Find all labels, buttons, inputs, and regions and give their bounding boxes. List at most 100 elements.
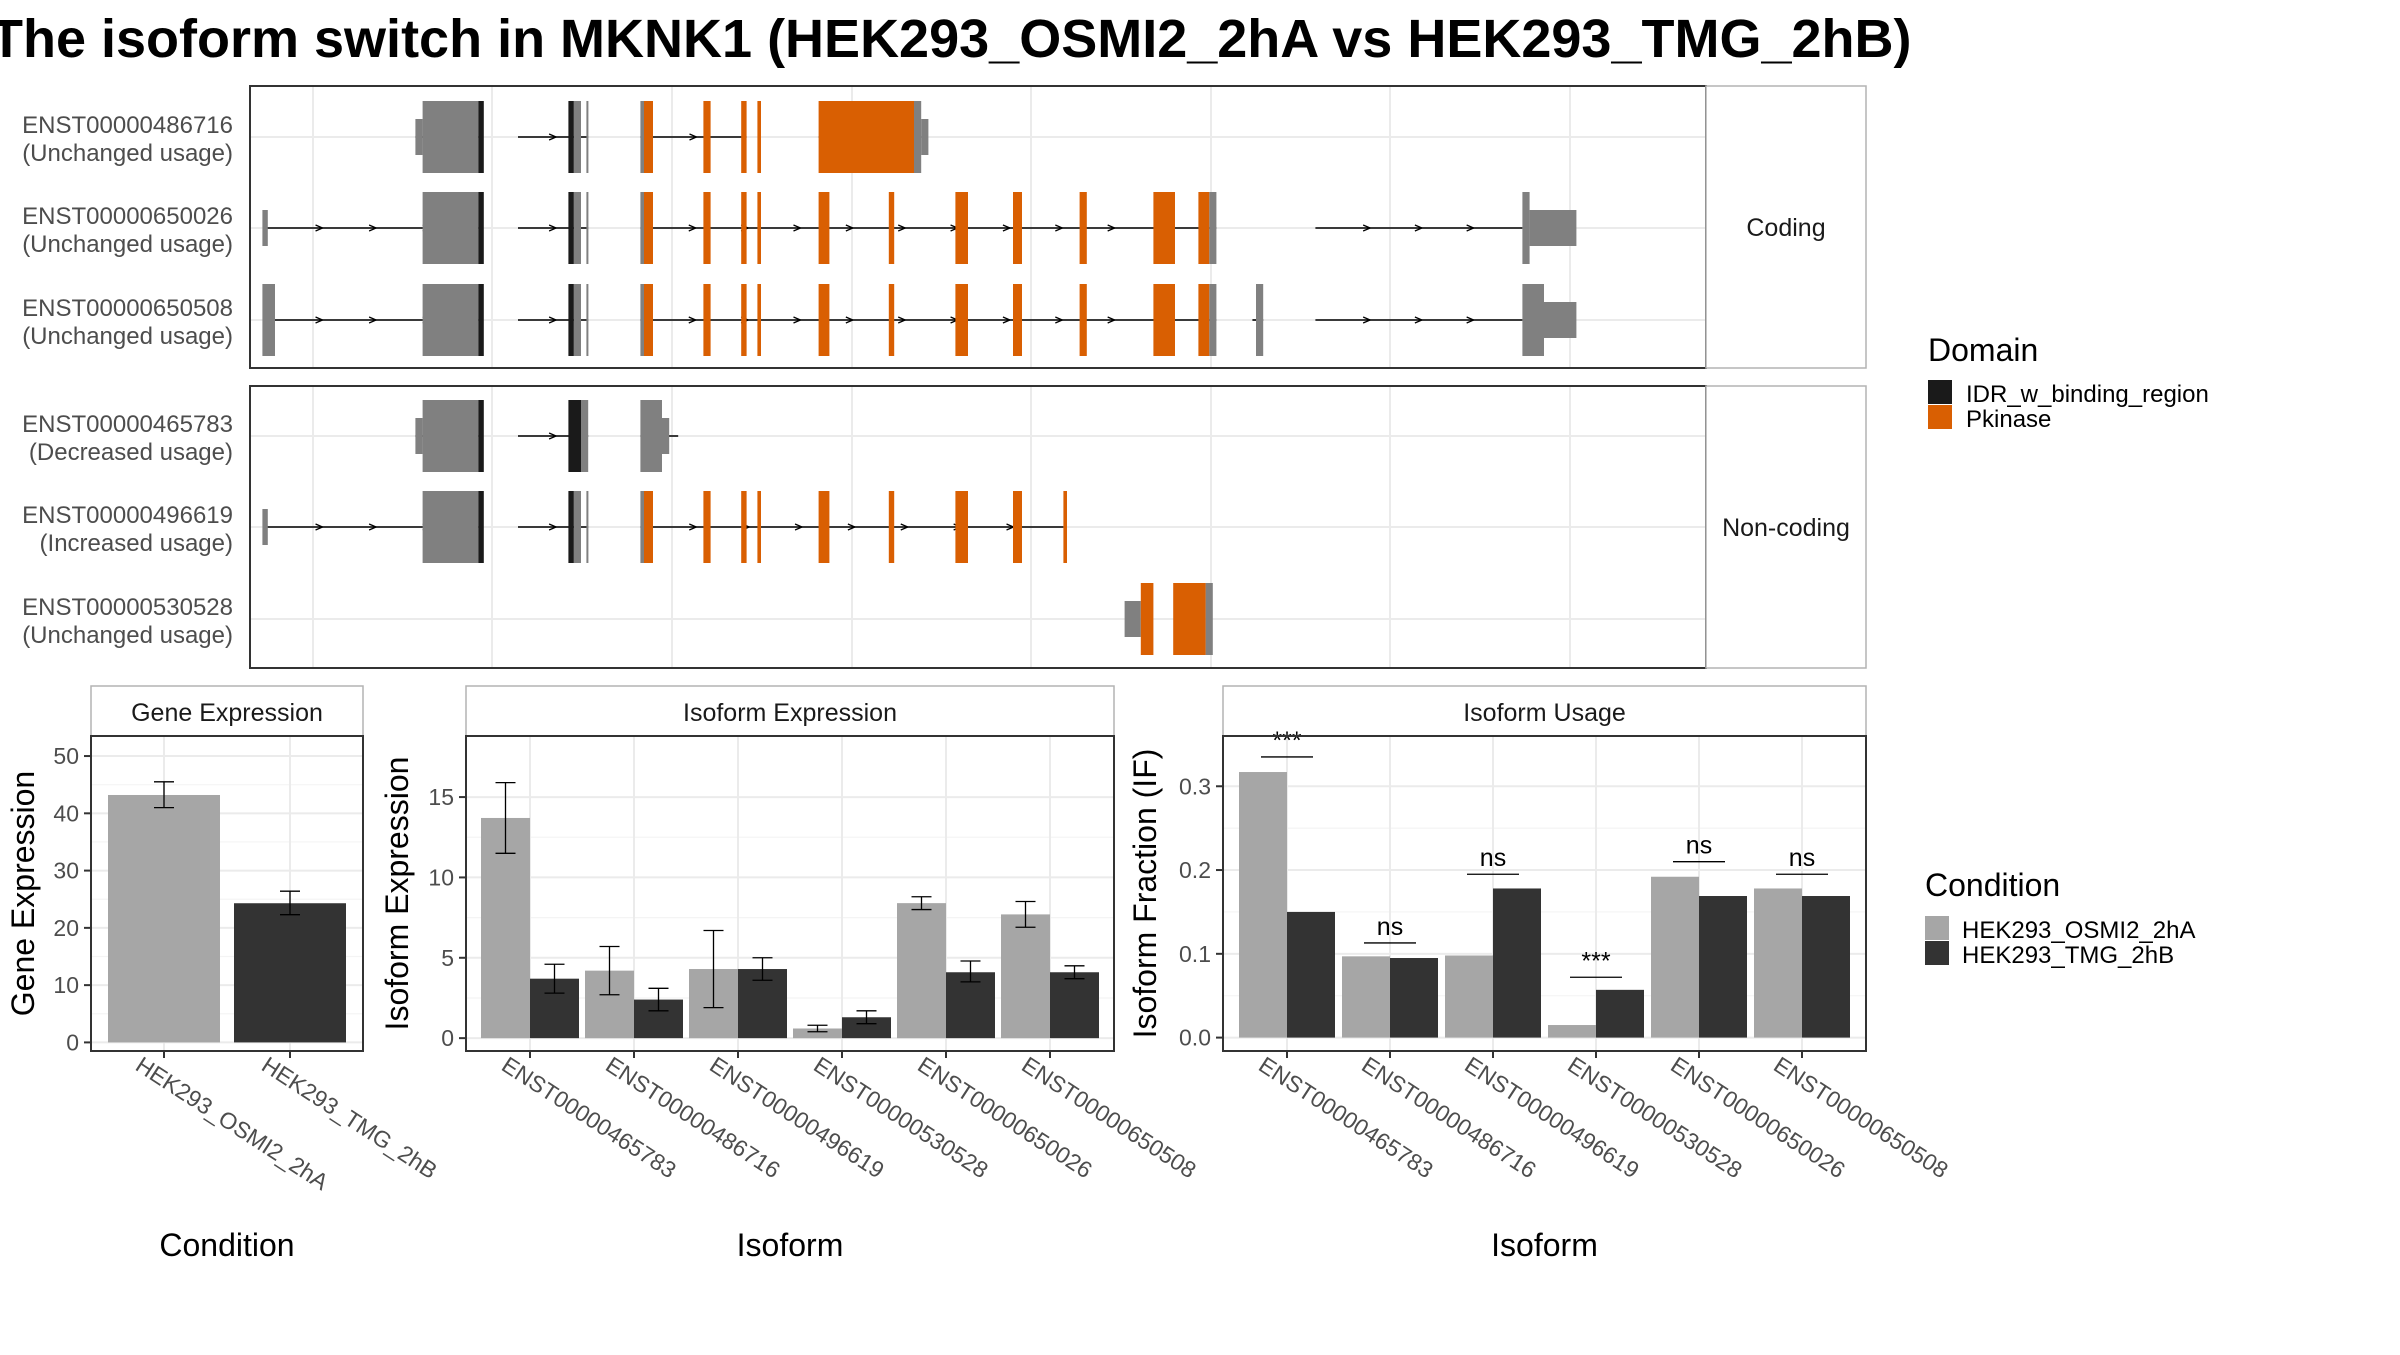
domain-legend-title: Domain xyxy=(1928,332,2038,368)
exon-utr-block xyxy=(586,101,589,173)
exon-utr-block xyxy=(415,418,423,454)
strand-arrow xyxy=(1414,224,1424,232)
strand-arrow xyxy=(847,523,857,531)
bar xyxy=(1596,989,1644,1038)
strand-arrow xyxy=(315,316,325,324)
strand-arrow xyxy=(1107,316,1117,324)
x-tick-label: ENST00000496619 xyxy=(1460,1051,1644,1183)
bar xyxy=(842,1017,891,1039)
bar xyxy=(1342,956,1390,1038)
bar xyxy=(1548,1025,1596,1038)
error-bar xyxy=(648,987,669,1012)
x-axis-title: Isoform xyxy=(737,1227,844,1263)
y-axis-title: Isoform Fraction (IF) xyxy=(1127,749,1163,1039)
pkinase-domain-block xyxy=(741,101,747,173)
pkinase-domain-block xyxy=(818,101,914,173)
strand-arrow xyxy=(688,316,698,324)
y-tick-label: 0.1 xyxy=(1179,941,1211,967)
legend-key-condition-a xyxy=(1925,916,1949,940)
exon-utr-block xyxy=(1209,192,1217,264)
condition-legend-label: HEK293_TMG_2hB xyxy=(1962,942,2174,969)
pkinase-domain-block xyxy=(1153,284,1175,356)
significance-label: *** xyxy=(1581,947,1610,975)
strand-arrow xyxy=(1414,316,1424,324)
pkinase-domain-block xyxy=(818,284,830,356)
pkinase-domain-block xyxy=(644,284,653,356)
y-axis-title: Gene Expression xyxy=(5,771,41,1016)
error-bar xyxy=(807,1024,828,1033)
y-tick-label: 20 xyxy=(53,915,79,941)
x-tick-label: ENST00000650026 xyxy=(1666,1051,1850,1183)
idr-domain-block xyxy=(568,491,574,563)
facet-strip xyxy=(1705,85,1867,369)
y-axis-title: Isoform Expression xyxy=(379,757,415,1031)
idr-domain-block xyxy=(568,284,574,356)
y-tick-label: 0.3 xyxy=(1179,773,1211,799)
strand-arrow xyxy=(1107,224,1117,232)
pkinase-domain-block xyxy=(1079,284,1087,356)
y-tick-label: 10 xyxy=(53,972,79,998)
transcript-id-label: ENST00000465783 xyxy=(22,411,233,438)
strand-arrow xyxy=(548,224,558,232)
exon-utr-block xyxy=(586,491,589,563)
pkinase-domain-block xyxy=(955,284,968,356)
bar xyxy=(1493,888,1541,1038)
transcript-id-label: ENST00000496619 xyxy=(22,502,233,529)
strand-arrow xyxy=(1362,316,1372,324)
exon-utr-block xyxy=(640,101,644,173)
bar xyxy=(1445,955,1493,1038)
strand-arrow xyxy=(315,523,325,531)
pkinase-domain-block xyxy=(888,192,895,264)
x-tick-label: ENST00000486716 xyxy=(1357,1051,1541,1183)
pkinase-domain-block xyxy=(1173,583,1206,655)
pkinase-domain-block xyxy=(888,491,895,563)
strand-arrow xyxy=(368,316,378,324)
bar xyxy=(1050,972,1099,1039)
strand-arrow xyxy=(1466,316,1476,324)
exon-utr-block xyxy=(262,509,268,545)
facet-strip xyxy=(1705,385,1867,669)
x-tick-label: ENST00000530528 xyxy=(809,1051,993,1183)
error-bar xyxy=(1064,965,1085,980)
exon-utr-block xyxy=(422,400,479,472)
bar xyxy=(1754,888,1802,1038)
exon-utr-block xyxy=(422,491,479,563)
bar xyxy=(1699,896,1747,1038)
strand-arrow xyxy=(315,224,325,232)
strand-arrow xyxy=(900,523,910,531)
transcript-id-label: ENST00000650508 xyxy=(22,295,233,322)
x-axis-title: Isoform xyxy=(1491,1227,1598,1263)
transcript-id-label: ENST00000486716 xyxy=(22,112,233,139)
pkinase-domain-block xyxy=(644,491,653,563)
strand-arrow xyxy=(793,316,803,324)
transcript-id-label: ENST00000650026 xyxy=(22,203,233,230)
x-tick-label: ENST00000530528 xyxy=(1563,1051,1747,1183)
pkinase-domain-block xyxy=(1198,192,1210,264)
bar xyxy=(1802,896,1850,1038)
bar xyxy=(946,972,995,1039)
y-tick-label: 0.2 xyxy=(1179,857,1211,883)
panel-strip-title: Isoform Usage xyxy=(1463,699,1626,727)
exon-utr-block xyxy=(921,119,929,155)
strand-arrow xyxy=(688,224,698,232)
pkinase-domain-block xyxy=(1063,491,1067,563)
strand-arrow xyxy=(1002,316,1012,324)
pkinase-domain-block xyxy=(955,491,968,563)
exon-utr-block xyxy=(415,119,423,155)
pkinase-domain-block xyxy=(741,284,747,356)
significance-label: ns xyxy=(1480,844,1506,872)
significance-label: ns xyxy=(1686,832,1712,860)
pkinase-domain-block xyxy=(703,101,711,173)
idr-domain-block xyxy=(568,101,574,173)
exon-utr-block xyxy=(914,101,922,173)
y-tick-label: 15 xyxy=(428,784,454,810)
exon-utr-block xyxy=(1529,210,1577,246)
pkinase-domain-block xyxy=(703,284,711,356)
bar xyxy=(1001,914,1050,1039)
error-bar xyxy=(856,1010,877,1025)
bar-panel-frame xyxy=(90,735,364,1052)
facet-label-coding: Coding xyxy=(1746,214,1825,242)
pkinase-domain-block xyxy=(644,101,653,173)
y-tick-label: 5 xyxy=(441,945,454,971)
